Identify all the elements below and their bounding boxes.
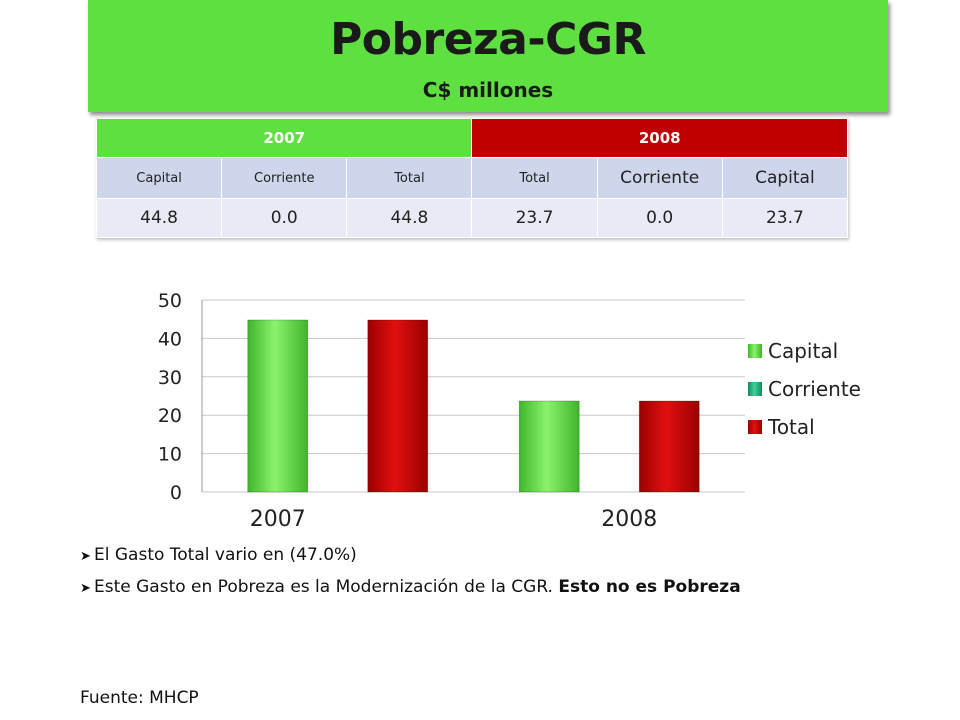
title-banner: Pobreza-CGR C$ millones <box>88 0 888 112</box>
table-cell: 44.8 <box>346 198 473 238</box>
column-header: Total <box>346 157 473 199</box>
bullet-text: Este Gasto en Pobreza es la Modernizació… <box>94 577 559 597</box>
table-cell: 23.7 <box>471 198 598 238</box>
bullet-bold-text: Esto no es Pobreza <box>558 577 741 597</box>
bar-chart-svg: 0 10 20 30 40 50 2007 2008 Capital Corriente Tot… <box>158 290 861 532</box>
y-axis-ticks: 0 10 20 30 40 50 <box>158 290 182 504</box>
table-cell: 44.8 <box>95 198 223 238</box>
y-tick-label: 50 <box>158 290 182 312</box>
page-title: Pobreza-CGR <box>330 14 646 65</box>
chart-legend: Capital Corriente Total <box>748 339 861 439</box>
bar-total-2008 <box>638 400 700 493</box>
year-header-2007: 2007 <box>95 118 473 158</box>
source-note: Fuente: MHCP <box>80 688 199 708</box>
table-cell: 23.7 <box>721 198 849 238</box>
table-year-row: 2007 2008 <box>95 118 848 158</box>
column-header: Corriente <box>596 157 723 199</box>
page-subtitle: C$ millones <box>422 78 554 102</box>
column-header: Corriente <box>221 157 348 199</box>
bullet-item: ➤ Este Gasto en Pobreza es la Modernizaci… <box>80 572 741 604</box>
legend-label: Capital <box>768 339 838 363</box>
x-tick-label: 2007 <box>250 507 306 532</box>
bar-capital-2008 <box>518 400 580 493</box>
legend-swatch-corriente <box>748 382 762 396</box>
bar-chart: 0 10 20 30 40 50 2007 2008 Capital Corriente Tot… <box>140 282 870 536</box>
column-header: Total <box>471 157 598 199</box>
legend-label: Total <box>767 415 815 439</box>
bar-total-2007 <box>367 319 429 493</box>
y-tick-label: 30 <box>158 367 182 389</box>
bullet-list: ➤ El Gasto Total vario en (47.0%) ➤ Este G… <box>80 540 741 604</box>
table-cell: 0.0 <box>221 198 348 238</box>
column-header: Capital <box>95 157 223 199</box>
bar-capital-2007 <box>247 319 309 493</box>
year-header-2008: 2008 <box>471 118 848 158</box>
column-header: Capital <box>721 157 849 199</box>
legend-swatch-capital <box>748 344 762 358</box>
table-header-row: Capital Corriente Total Total Corriente … <box>95 157 849 199</box>
legend-label: Corriente <box>768 377 861 401</box>
chart-bars <box>247 319 700 493</box>
y-tick-label: 0 <box>170 482 182 504</box>
legend-swatch-total <box>748 420 762 434</box>
y-tick-label: 10 <box>158 444 182 466</box>
arrow-bullet-icon: ➤ <box>80 581 91 596</box>
x-axis-ticks: 2007 2008 <box>250 507 658 532</box>
x-tick-label: 2008 <box>601 507 657 532</box>
table-value-row: 44.8 0.0 44.8 23.7 0.0 23.7 <box>95 198 849 238</box>
y-tick-label: 20 <box>158 405 182 427</box>
bullet-text: El Gasto Total vario en (47.0%) <box>94 545 357 565</box>
data-table: 2007 2008 Capital Corriente Total Total … <box>95 118 849 238</box>
y-tick-label: 40 <box>158 328 182 350</box>
bullet-item: ➤ El Gasto Total vario en (47.0%) <box>80 540 741 572</box>
table-cell: 0.0 <box>596 198 723 238</box>
arrow-bullet-icon: ➤ <box>80 549 91 564</box>
